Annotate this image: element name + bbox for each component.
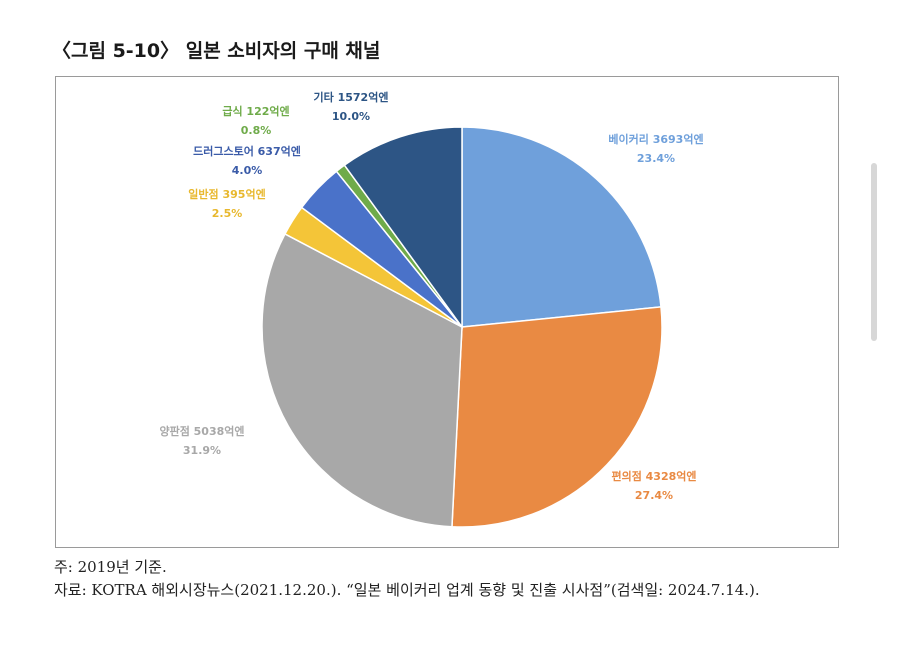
- slice-label-5: 급식 122억엔: [222, 104, 289, 118]
- figure-title: 〈그림 5-10〉 일본 소비자의 구매 채널: [52, 40, 381, 62]
- slice-percent-6: 10.0%: [332, 110, 370, 123]
- figure-note: 주: 2019년 기준.: [54, 558, 167, 576]
- pie-slice-1: [451, 306, 663, 528]
- slice-label-3: 일반점 395억엔: [188, 187, 265, 201]
- slice-label-6: 기타 1572억엔: [314, 90, 389, 104]
- chart-frame: 베이커리 3693억엔 23.4% 편의점 4328억엔 27.4% 양판점 5038억…: [55, 76, 839, 548]
- slice-percent-1: 27.4%: [635, 489, 673, 502]
- pie-labels: 베이커리 3693억엔 23.4% 편의점 4328억엔 27.4% 양판점 5038억…: [159, 90, 703, 502]
- figure-source: 자료: KOTRA 해외시장뉴스(2021.12.20.). “일본 베이커리 …: [54, 581, 760, 599]
- slice-label-0: 베이커리 3693억엔: [608, 132, 703, 146]
- slice-label-4: 드러그스토어 637억엔: [193, 144, 301, 158]
- pie-slice-0: [461, 126, 662, 328]
- pie-slice-6: [343, 126, 463, 330]
- pie-slice-2: [261, 232, 463, 528]
- scrollbar-thumb[interactable]: [871, 163, 877, 341]
- pie-chart: 베이커리 3693억엔 23.4% 편의점 4328억엔 27.4% 양판점 5038억…: [159, 90, 704, 528]
- slice-percent-4: 4.0%: [232, 164, 263, 177]
- slice-percent-3: 2.5%: [212, 207, 243, 220]
- slice-label-2: 양판점 5038억엔: [159, 424, 244, 438]
- pie-slices: [261, 126, 663, 528]
- slice-percent-0: 23.4%: [637, 152, 675, 165]
- slice-percent-5: 0.8%: [241, 124, 272, 137]
- slice-label-1: 편의점 4328억엔: [611, 469, 696, 483]
- slice-percent-2: 31.9%: [183, 444, 221, 457]
